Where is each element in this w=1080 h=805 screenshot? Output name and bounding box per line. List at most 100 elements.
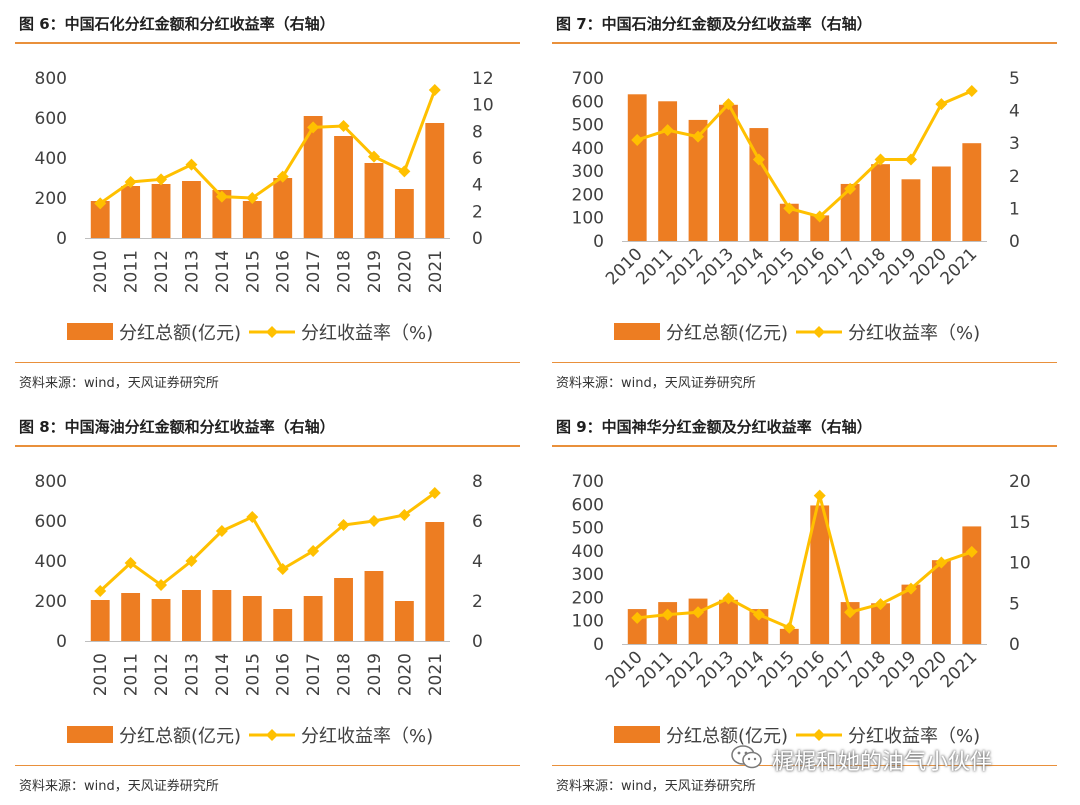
line-series — [636, 89, 973, 219]
y-left-tick-label: 600 — [35, 109, 67, 129]
chart-source: 资料来源：wind，天风证券研究所 — [556, 376, 756, 391]
y-left-tick-label: 100 — [572, 612, 604, 632]
bar — [242, 596, 262, 641]
bar — [212, 190, 232, 238]
line-point — [722, 98, 735, 111]
x-tick-label: 2021 — [426, 250, 446, 293]
source-divider — [552, 362, 1057, 363]
bar — [658, 101, 678, 242]
chart-source: 资料来源：wind，天风证券研究所 — [556, 779, 756, 794]
bar — [901, 179, 921, 241]
x-tick-label: 2021 — [426, 653, 446, 696]
bar — [182, 590, 201, 641]
line-point — [124, 557, 137, 569]
y-left-tick-label: 0 — [56, 229, 67, 249]
chart-source: 资料来源：wind，天风证券研究所 — [19, 376, 219, 391]
legend-line-marker — [813, 729, 825, 741]
line-point — [155, 173, 168, 186]
line-point — [904, 582, 917, 595]
y-right-tick-label: 10 — [472, 96, 494, 116]
y-left-tick-label: 400 — [35, 149, 67, 169]
line-point — [246, 192, 259, 204]
legend-bar-label: 分红总额(亿元) — [119, 323, 241, 344]
y-left-tick-label: 700 — [572, 472, 604, 492]
line-point — [935, 98, 948, 111]
y-left-tick-label: 600 — [35, 512, 67, 532]
bar — [871, 164, 890, 241]
watermark: 梶梶和她的油气小伙伴 — [720, 740, 1060, 776]
y-right-tick-label: 8 — [472, 472, 483, 492]
x-tick-label: 2015 — [243, 653, 263, 696]
wechat-icon — [731, 745, 762, 769]
line-point — [904, 153, 917, 166]
y-left-tick-label: 500 — [572, 519, 604, 539]
y-left-tick-label: 0 — [56, 632, 67, 652]
x-tick-label: 2019 — [365, 653, 385, 696]
chart-svg: 0100200300400500600700012345201020112012… — [572, 69, 1020, 344]
y-right-tick-label: 4 — [472, 552, 483, 572]
y-right-tick-label: 0 — [1009, 232, 1020, 252]
x-tick-label: 2014 — [213, 250, 233, 293]
chart-svg: 0 200 400 600 800 0 2 4 6 8 10 12 2010 2011 2012 2013 20… — [35, 69, 494, 344]
bar — [931, 560, 951, 644]
y-left-tick-label: 0 — [593, 232, 604, 252]
chart-svg: 0 200 400 600 800 0 2 4 6 8 2010 2011 2012 2013 2014 20… — [35, 472, 483, 747]
y-right-tick-label: 3 — [1009, 134, 1020, 154]
line-point — [631, 133, 644, 146]
bar — [364, 571, 384, 641]
line-point — [874, 153, 887, 166]
y-right-tick-label: 2 — [472, 592, 483, 612]
line-point — [631, 611, 644, 624]
y-left-tick-label: 400 — [35, 552, 67, 572]
bar — [658, 602, 678, 644]
line-point — [965, 545, 978, 558]
bar — [962, 143, 982, 241]
chart-source: 资料来源：wind，天风证券研究所 — [19, 779, 219, 794]
line-point — [661, 608, 674, 621]
x-tick-label: 2013 — [182, 653, 202, 696]
source-divider — [15, 765, 520, 766]
bar — [303, 596, 323, 641]
line-point — [874, 598, 887, 611]
bar — [151, 599, 171, 641]
bar — [779, 203, 799, 241]
bar — [840, 183, 860, 241]
y-right-tick-label: 4 — [1009, 102, 1020, 122]
x-tick-label: 2016 — [274, 653, 294, 696]
legend-bar-swatch — [67, 323, 113, 340]
x-tick-label: 2010 — [91, 250, 111, 293]
y-left-tick-label: 800 — [35, 472, 67, 492]
title-rule — [552, 403, 1057, 447]
chart-panel-3: 图 8：中国海油分红金额和分红收益率（右轴） 0 200 400 600 800 0 2 4 6… — [15, 403, 520, 794]
line-point — [692, 130, 705, 143]
y-left-tick-label: 300 — [572, 565, 604, 585]
line-point — [337, 120, 350, 132]
y-left-tick-label: 200 — [572, 588, 604, 608]
bar — [425, 123, 445, 238]
y-left-tick-label: 400 — [572, 139, 604, 159]
chart-panel-1: 图 6：中国石化分红金额和分红收益率（右轴） 0 200 400 600 800 0 2 4 6… — [15, 0, 520, 391]
line-point — [367, 150, 380, 163]
line-point — [398, 165, 411, 178]
bar — [901, 584, 921, 644]
title-rule — [15, 0, 520, 44]
chart-panel-4: 图 9：中国神华分红金额及分红收益率（右轴） 0 100 200 300 400 500 6… — [552, 403, 1057, 794]
y-right-tick-label: 2 — [472, 202, 483, 222]
line-point — [124, 176, 137, 188]
source-divider — [552, 765, 1057, 766]
y-right-tick-label: 5 — [1009, 69, 1020, 89]
watermark-text: 梶梶和她的油气小伙伴 — [772, 750, 993, 775]
bar — [334, 136, 353, 238]
line-point — [185, 555, 198, 567]
bar — [364, 163, 384, 238]
y-left-tick-label: 100 — [572, 209, 604, 229]
bar — [810, 215, 830, 241]
line-series — [637, 495, 973, 630]
bar — [394, 189, 414, 238]
legend-line-marker — [266, 326, 278, 338]
y-right-tick-label: 5 — [1009, 594, 1020, 614]
y-right-tick-label: 1 — [1009, 199, 1020, 219]
line-point — [367, 515, 380, 527]
bar — [779, 628, 799, 644]
bar — [688, 598, 708, 644]
